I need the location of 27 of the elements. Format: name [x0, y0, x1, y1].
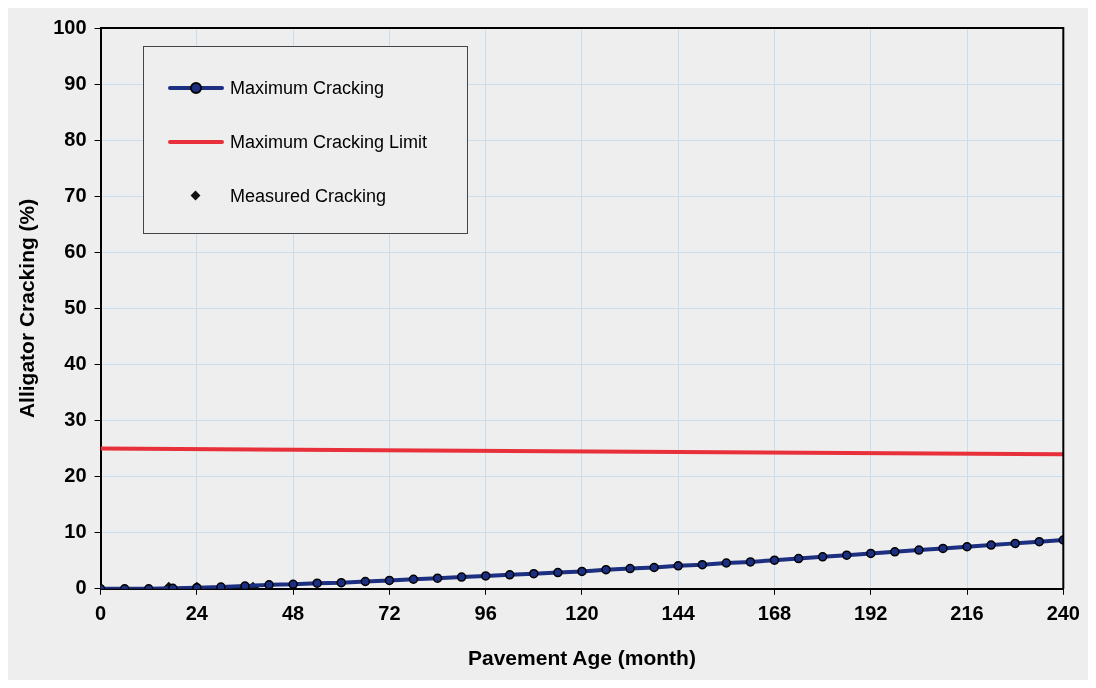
legend-label: Measured Cracking — [230, 185, 387, 207]
x-tick-label: 144 — [661, 602, 696, 625]
x-tick-label: 240 — [1046, 602, 1080, 625]
y-tick-label: 100 — [53, 15, 87, 38]
legend-label: Maximum Cracking — [230, 77, 385, 99]
y-tick-label: 50 — [64, 295, 87, 318]
x-tick-label: 72 — [378, 602, 401, 625]
y-tick-label: 80 — [64, 127, 87, 150]
x-tick-label: 96 — [474, 602, 497, 625]
x-tick-label: 48 — [281, 602, 305, 625]
x-tick-label: 24 — [185, 602, 209, 625]
y-tick-label: 0 — [75, 576, 87, 599]
y-axis-title: Alligator Cracking (%) — [15, 198, 39, 419]
y-tick-label: 60 — [64, 239, 87, 262]
y-tick-label: 70 — [64, 183, 87, 206]
y-tick-label: 10 — [64, 520, 87, 543]
y-tick-label: 90 — [64, 71, 87, 94]
y-tick-label: 20 — [64, 464, 87, 487]
x-axis-title: Pavement Age (month) — [467, 646, 696, 670]
y-tick-label: 40 — [64, 352, 87, 374]
y-tick-label: 30 — [64, 408, 87, 431]
legend-label: Maximum Cracking Limit — [230, 131, 428, 153]
x-tick-label: 216 — [950, 602, 984, 625]
x-tick-label: 192 — [854, 602, 888, 625]
x-tick-label: 0 — [95, 602, 107, 625]
x-tick-label: 168 — [757, 602, 792, 625]
x-tick-label: 120 — [565, 602, 599, 625]
